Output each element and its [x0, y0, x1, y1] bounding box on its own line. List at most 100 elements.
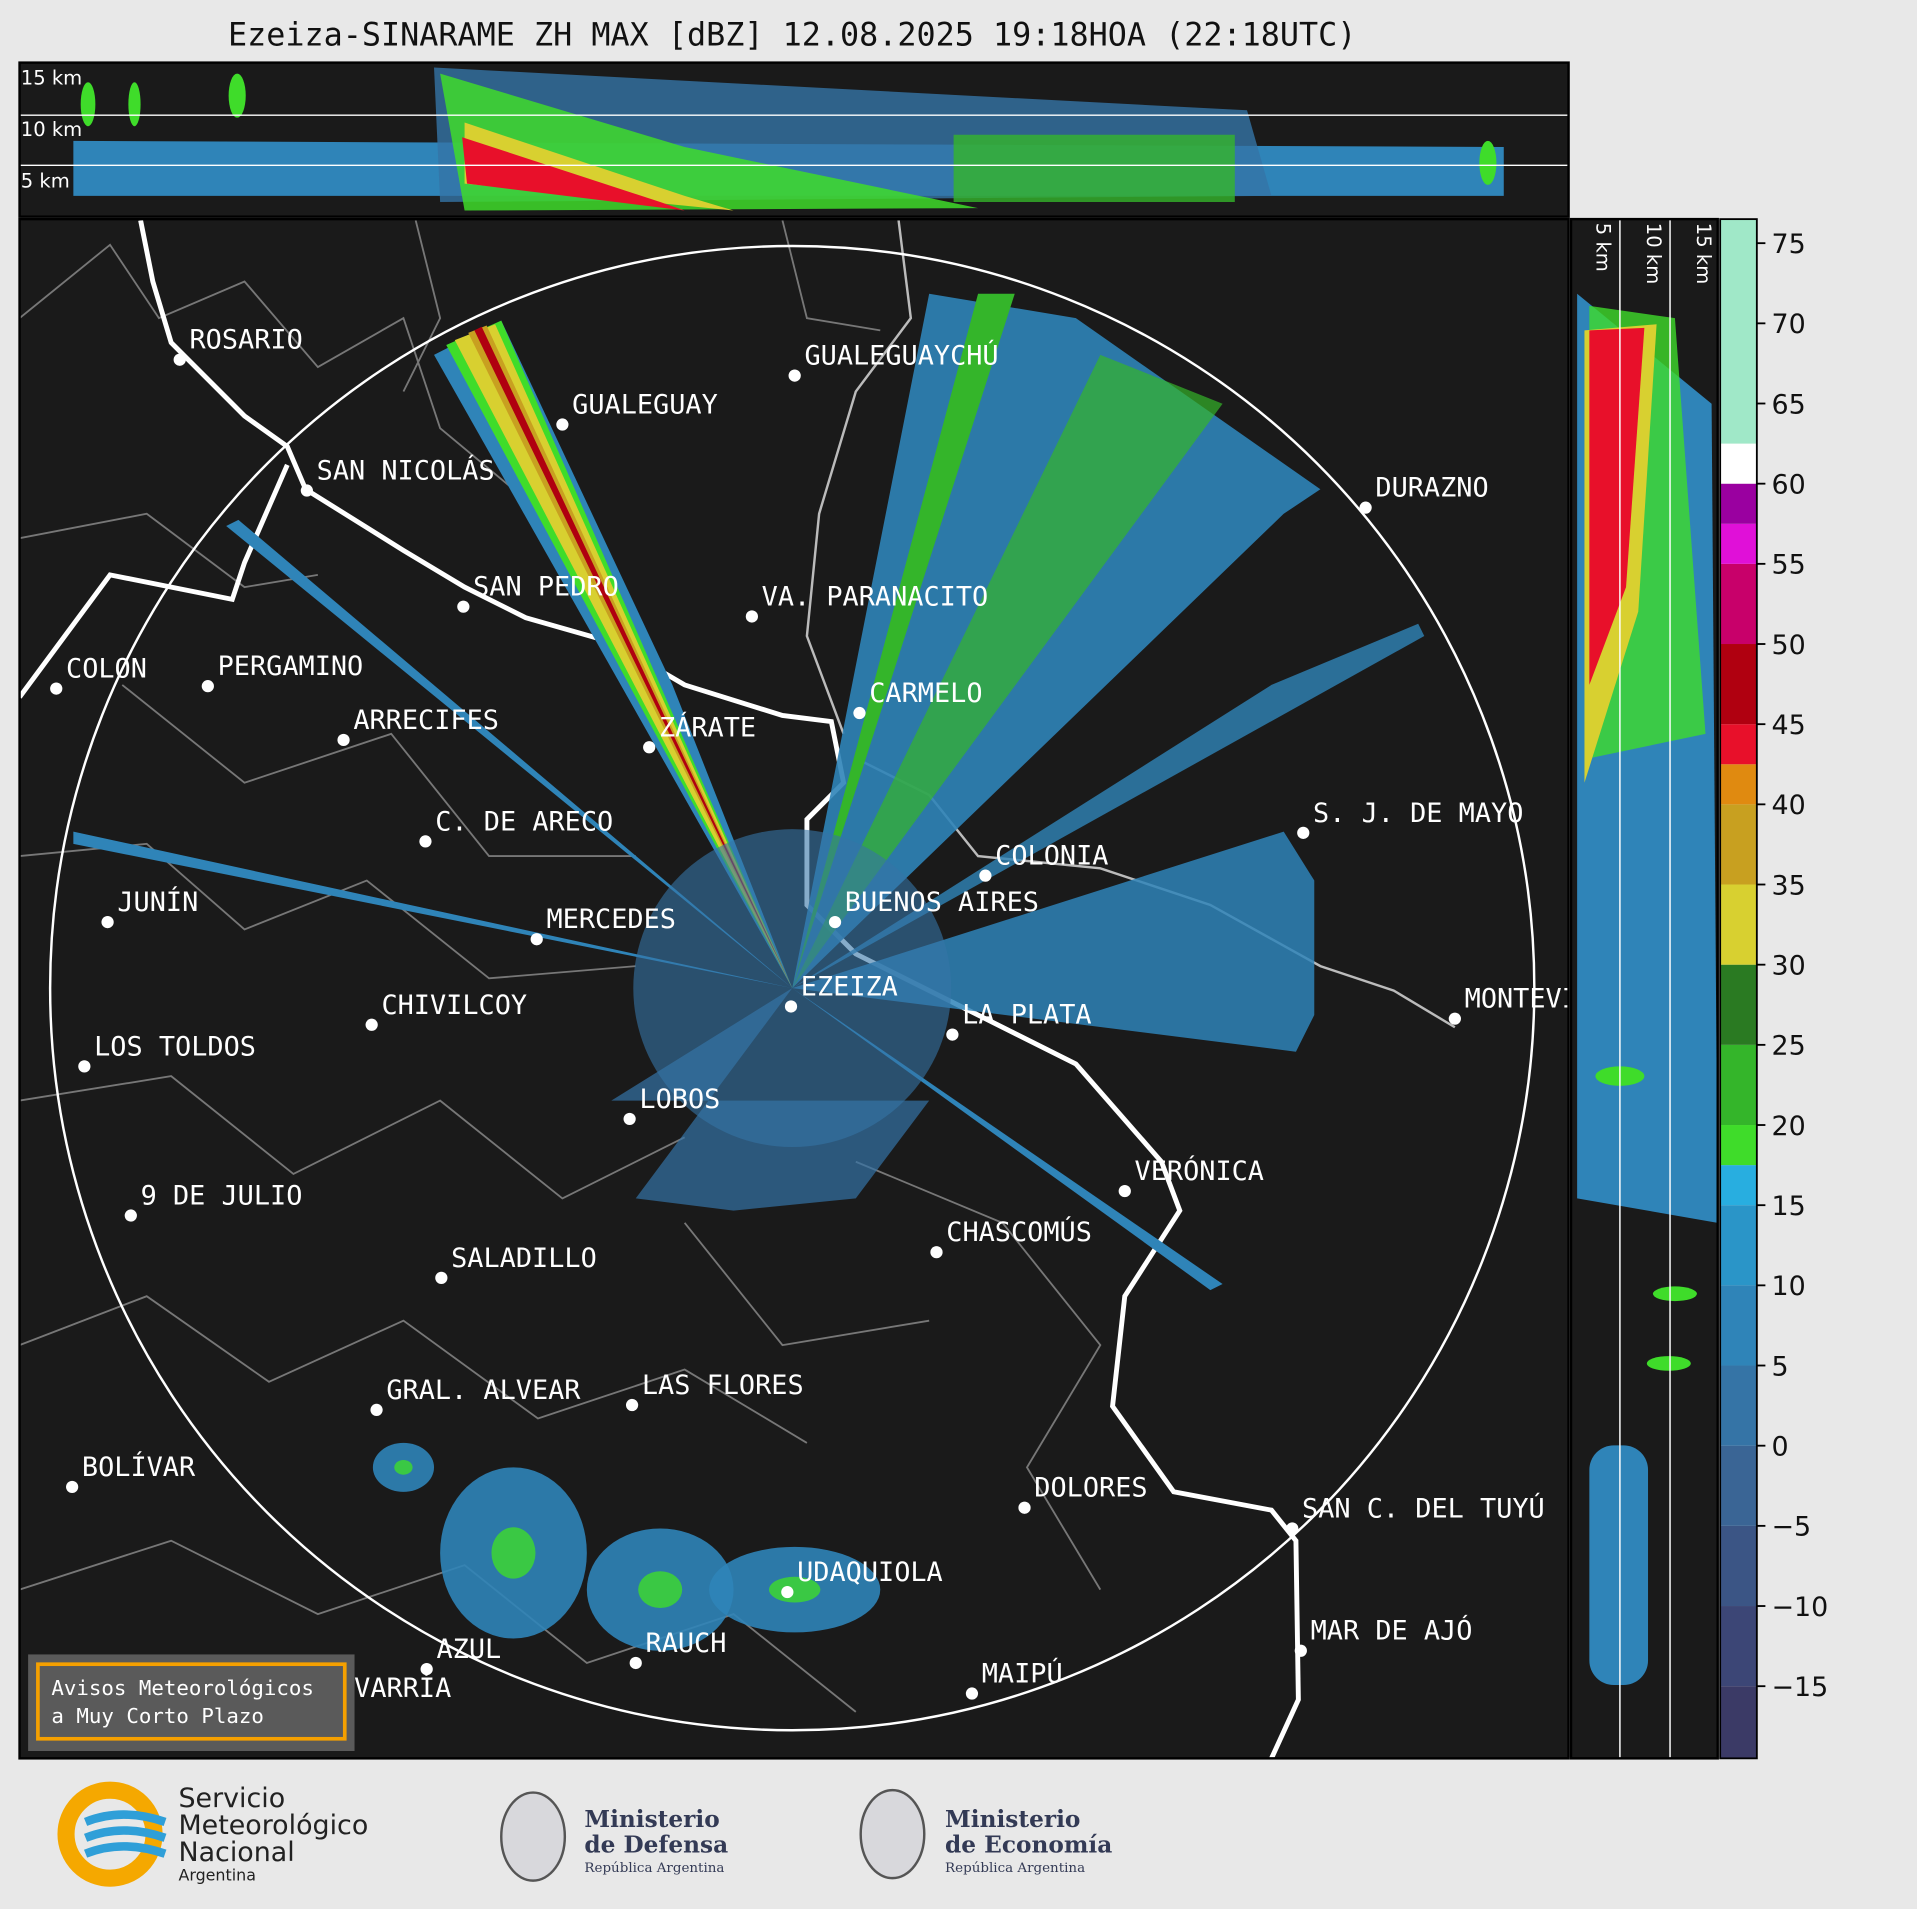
city-marker: [173, 353, 186, 366]
city-label: 9 DE JULIO: [141, 1181, 303, 1212]
logo-text: Ministerio: [584, 1806, 719, 1833]
city-label: LAS FLORES: [642, 1370, 804, 1401]
warning-box[interactable]: [28, 1654, 355, 1752]
logo-text: de Economía: [945, 1831, 1112, 1858]
coastline: [19, 219, 1301, 1759]
colorbar-tick-label: 30: [1772, 950, 1806, 981]
height-label: 15 km: [21, 67, 82, 90]
city-marker: [979, 869, 992, 882]
city-label: MAR DE AJÓ: [1311, 1615, 1473, 1647]
radar-echoes: [73, 293, 1425, 1651]
city-marker: [124, 1209, 137, 1222]
logo-text: República Argentina: [945, 1861, 1085, 1876]
echo: [769, 1576, 821, 1603]
city-label: SAN PEDRO: [473, 572, 619, 603]
city-marker: [946, 1028, 959, 1041]
colorbar-band: [1720, 764, 1757, 805]
colorbar-band: [1720, 884, 1757, 965]
warning-box-border: [36, 1662, 347, 1741]
echo: [128, 82, 141, 127]
city-label: LOBOS: [639, 1084, 720, 1115]
colorbar-band: [1720, 1125, 1757, 1166]
city-marker: [643, 741, 656, 754]
colorbar-tick-label: 25: [1772, 1031, 1806, 1062]
logo-text: Ministerio: [945, 1806, 1080, 1833]
logo-text: de Defensa: [584, 1831, 728, 1858]
logo-shield: [859, 1788, 926, 1880]
city-marker: [365, 1018, 378, 1031]
colorbar-tick-label: 20: [1772, 1111, 1806, 1142]
warning-text: a Muy Corto Plazo: [51, 1704, 264, 1728]
title: Ezeiza-SINARAME ZH MAX [dBZ] 12.08.2025 …: [228, 18, 1356, 54]
logo-smn: Servicio Meteorológico Nacional Argentin…: [57, 1781, 368, 1887]
city-label: GRAL. ALVEAR: [386, 1375, 581, 1406]
city-marker: [78, 1060, 91, 1073]
city-marker: [530, 933, 543, 946]
city-marker: [788, 369, 801, 382]
echo: [491, 1527, 536, 1579]
city-label: SALADILLO: [451, 1243, 597, 1274]
city-marker: [625, 1398, 639, 1412]
city-label: S. J. DE MAYO: [1313, 798, 1523, 829]
echo: [1479, 140, 1497, 185]
echo: [226, 519, 793, 989]
city-label: DOLORES: [1034, 1473, 1147, 1504]
side-panel: 5 km 10 km 15 km: [1571, 219, 1718, 1759]
height-label: 15 km: [1692, 223, 1715, 284]
colorbar-tick-label: 50: [1772, 630, 1806, 661]
colorbar-band: [1720, 1285, 1757, 1366]
city-label: ROSARIO: [189, 325, 302, 356]
colorbar-tick-label: 15: [1772, 1191, 1806, 1222]
height-label: 10 km: [21, 118, 82, 141]
city-label: COLONIA: [995, 841, 1108, 872]
city-marker: [419, 835, 432, 848]
height-label: 5 km: [21, 169, 70, 192]
colorbar-band: [1720, 1686, 1757, 1759]
colorbar-tick-label: 60: [1772, 469, 1806, 500]
colorbar-frame: [1719, 218, 1758, 1760]
city-marker: [66, 1480, 79, 1494]
logo-text: Servicio: [178, 1783, 285, 1814]
city-label: GUALEGUAYCHÚ: [804, 340, 998, 372]
city-label: JUNÍN: [117, 886, 198, 918]
city-marker: [337, 733, 350, 747]
city-label: C. DE ARECO: [435, 806, 613, 837]
logo-text: República Argentina: [584, 1861, 724, 1876]
city-label: UDAQUIOLA: [797, 1557, 943, 1588]
city-marker: [629, 1656, 642, 1670]
city-marker: [435, 1271, 448, 1284]
city-marker: [1294, 1644, 1307, 1657]
logo-defensa: Ministerio de Defensa República Argentin…: [500, 1791, 728, 1882]
top-panel: 15 km 10 km 5 km: [19, 62, 1569, 217]
city-marker: [828, 915, 842, 929]
city-label: MERCEDES: [546, 904, 675, 935]
city-marker: [1018, 1501, 1031, 1514]
city-label: LOS TOLDOS: [94, 1031, 256, 1062]
colorbar-band: [1720, 219, 1757, 444]
colorbar-band: [1720, 1445, 1757, 1526]
cities: ROSARIO GUALEGUAYCHÚ GUALEGUAY SAN NICOLÁS D…: [50, 325, 1627, 1715]
city-marker: [50, 682, 63, 695]
echo: [394, 1460, 413, 1475]
city-marker: [1359, 501, 1372, 514]
city-label: ARRECIFES: [353, 705, 499, 736]
colorbar-band: [1720, 1606, 1757, 1687]
city-label: ZÁRATE: [659, 711, 756, 743]
city-marker: [930, 1246, 943, 1259]
echo: [1589, 327, 1645, 685]
city-label: MONTEVIDEO: [1465, 984, 1627, 1015]
city-marker: [781, 1585, 794, 1599]
echo: [792, 354, 1223, 989]
logo-shield: [500, 1791, 567, 1882]
city-label: MAIPÚ: [982, 1658, 1063, 1690]
colorbar-band: [1720, 483, 1757, 524]
logo-text: Nacional: [178, 1837, 294, 1868]
echo: [474, 326, 793, 989]
city-marker: [1286, 1522, 1299, 1535]
map-frame: [18, 217, 1570, 1760]
colorbar-tick-label: 65: [1772, 389, 1806, 420]
city-marker: [1118, 1184, 1131, 1198]
panel-frame: [18, 61, 1570, 218]
